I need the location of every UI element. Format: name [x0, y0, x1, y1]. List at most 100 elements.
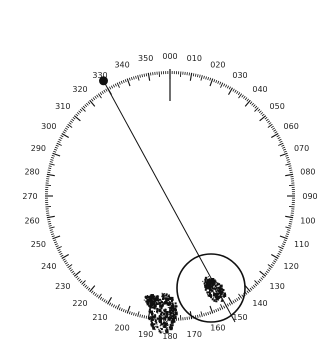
bearing-tick [278, 138, 282, 141]
bearing-tick [141, 314, 143, 318]
echo-pixel [155, 321, 158, 324]
bearing-label-040: 040 [252, 85, 267, 94]
bearing-tick [91, 290, 94, 294]
echo-pixel [220, 297, 222, 299]
bearing-tick [133, 76, 135, 80]
bearing-tick [273, 260, 277, 263]
bearing-tick [61, 133, 69, 138]
echo-pixel [164, 308, 167, 311]
echo-pixel [143, 299, 145, 301]
bearing-line-handle[interactable] [99, 76, 108, 86]
bearing-tick [258, 110, 262, 114]
bearing-tick [270, 263, 274, 267]
echo-pixel [207, 276, 209, 278]
echo-pixel [204, 288, 207, 291]
bearing-tick [232, 300, 235, 304]
bearing-tick [141, 74, 143, 78]
bearing-tick [126, 78, 131, 87]
bearing-tick [220, 304, 224, 310]
bearing-tick [114, 305, 117, 309]
bearing-tick [252, 284, 256, 288]
bearing-tick [289, 220, 293, 223]
bearing-tick [228, 87, 233, 95]
echo-pixel [219, 295, 222, 298]
bearing-tick [197, 314, 199, 318]
echo-pixel [160, 327, 161, 329]
bearing-tick [59, 136, 63, 140]
echo-pixel [150, 306, 152, 307]
bearing-label-320: 320 [72, 85, 87, 94]
bearing-tick [265, 270, 269, 274]
bearing-tick [289, 218, 293, 221]
echo-pixel [207, 284, 210, 287]
echo-pixel [167, 296, 169, 298]
bearing-label-300: 300 [41, 122, 56, 131]
bearing-tick [228, 297, 233, 305]
bearing-tick [207, 76, 210, 81]
bearing-tick [49, 226, 55, 229]
echo-pixel [221, 296, 223, 298]
echo-pixel [172, 320, 175, 323]
echo-pixel [149, 316, 151, 318]
echo-pixel [219, 284, 223, 288]
echo-pixel [155, 303, 158, 305]
bearing-tick [246, 98, 249, 102]
echo-pixel [211, 287, 214, 290]
bearing-tick [84, 104, 88, 108]
bearing-tick [53, 239, 57, 242]
bearing-tick [279, 152, 288, 157]
bearing-tick [219, 307, 222, 311]
bearing-tick [118, 81, 121, 85]
bearing-label-340: 340 [114, 60, 129, 69]
bearing-label-020: 020 [210, 60, 225, 69]
echo-pixel [216, 283, 219, 286]
bearing-tick [197, 74, 199, 78]
bearing-tick [285, 154, 289, 157]
echo-pixel [160, 299, 162, 301]
bearing-tick [107, 297, 112, 305]
bearing-label-210: 210 [92, 313, 107, 322]
bearing-tick [68, 122, 72, 125]
echo-pixel [160, 322, 162, 324]
echo-pixel [221, 299, 224, 302]
echo-pixel [169, 309, 172, 312]
bearing-label-080: 080 [300, 168, 315, 177]
bearing-tick [122, 308, 125, 313]
echo-pixel [167, 295, 170, 298]
bearing-tick [103, 89, 106, 93]
bearing-tick [258, 278, 262, 282]
bearing-label-240: 240 [41, 262, 56, 271]
echo-pixel [207, 292, 209, 294]
echo-pixel [163, 325, 167, 328]
bearing-tick [209, 305, 214, 314]
bearing-tick [259, 115, 267, 122]
echo-pixel [209, 283, 211, 285]
echo-pixel [204, 280, 207, 283]
bearing-tick [251, 102, 254, 106]
echo-pixel [167, 299, 169, 301]
echo-pixel [165, 330, 169, 334]
echo-pixel [156, 317, 159, 320]
electronic-bearing-line[interactable] [103, 80, 236, 323]
echo-pixel [206, 285, 208, 287]
echo-pixel [174, 317, 176, 318]
echo-pixel [219, 286, 221, 289]
bearing-tick [287, 161, 291, 163]
echo-pixel [163, 320, 165, 322]
echo-pixel [158, 330, 161, 333]
echo-pixel [151, 294, 154, 298]
echo-pixel [208, 286, 212, 290]
echo-pixel [150, 310, 153, 314]
bearing-tick [288, 223, 292, 225]
bearing-tick [272, 127, 276, 130]
bearing-tick [279, 249, 283, 252]
bearing-tick [288, 167, 292, 169]
echo-pixel [162, 331, 164, 333]
target-range-ring[interactable] [176, 253, 246, 323]
bearing-label-270: 270 [22, 192, 37, 201]
bearing-tick [145, 73, 148, 77]
echo-pixel [146, 295, 150, 299]
bearing-tick [147, 72, 151, 81]
echo-pixel [215, 293, 218, 296]
